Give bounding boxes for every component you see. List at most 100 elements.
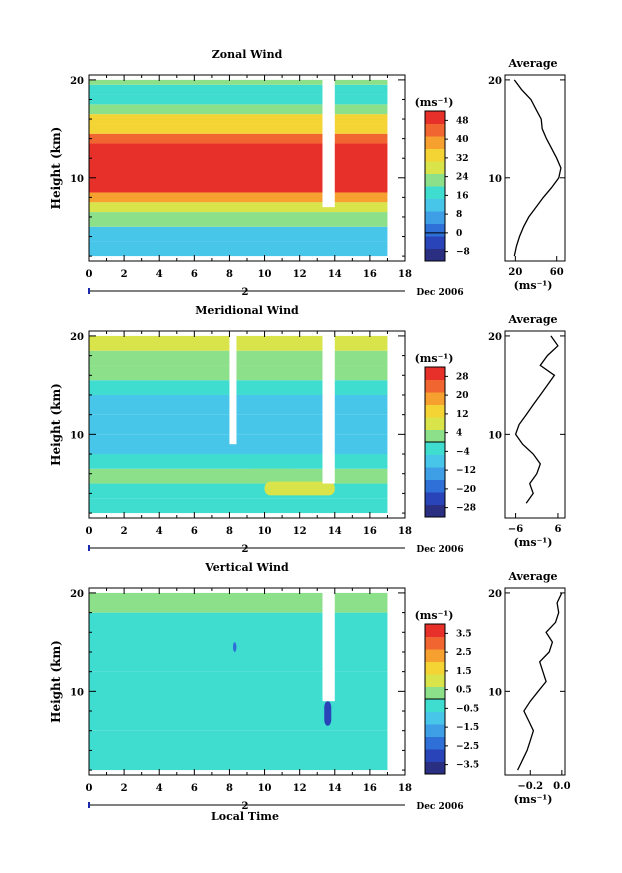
colorbar-segment [425, 404, 445, 418]
colorbar-segment [425, 442, 445, 455]
average-y-tick-label: 20 [488, 332, 502, 343]
average-y-tick-label: 20 [488, 76, 502, 87]
heatmap-layer [89, 350, 388, 366]
average-frame [504, 330, 566, 519]
x-tick-label: 8 [226, 526, 233, 537]
average-x-tick-label: 6 [554, 524, 561, 535]
x-tick-label: 6 [191, 269, 198, 280]
heatmap-layer [89, 241, 388, 257]
heatmap-layer [89, 143, 388, 193]
heatmap-layer [89, 671, 388, 731]
colorbar-segment [425, 429, 445, 443]
colorbar-tick-label: 24 [456, 173, 469, 183]
heatmap-patch [324, 701, 332, 726]
colorbar-segment [425, 504, 445, 518]
heatmap-layer [89, 730, 388, 771]
colorbar-segment [425, 454, 445, 468]
x-tick-label: 10 [258, 783, 272, 794]
heatmap-layer [89, 592, 388, 613]
y-tick-label: 10 [70, 430, 84, 441]
x-tick-label: 6 [191, 783, 198, 794]
colorbar-segment [425, 136, 445, 149]
colorbar-tick-label: 32 [456, 154, 469, 164]
x-tick-label: 10 [258, 526, 272, 537]
heatmap-layer [89, 226, 388, 242]
heatmap [89, 592, 388, 771]
heatmap-layer [89, 483, 388, 499]
average-x-tick-label: −0.2 [517, 781, 543, 792]
heatmap-layer [89, 212, 388, 227]
colorbar-segment [425, 711, 445, 725]
x-tick-label: 6 [191, 526, 198, 537]
colorbar-segment [425, 186, 445, 199]
x-tick-label: 16 [363, 269, 377, 280]
heatmap [89, 335, 388, 514]
y-axis-label: Height (km) [49, 640, 63, 723]
heatmap-layer [89, 123, 388, 134]
chart-panel-2: Meridional Wind 0 2 4 6 8 10 12 14 16 18 10 20 Height… [49, 304, 566, 555]
x-tick-label: 12 [293, 269, 307, 280]
average-title: Average [507, 57, 557, 70]
y-axis-label: Height (km) [49, 127, 63, 210]
colorbar-segment [425, 148, 445, 162]
chart-panel-3: Vertical Wind 0 2 4 6 8 10 12 14 16 18 10 20 Height (… [49, 561, 571, 823]
x-tick-label: 0 [86, 269, 93, 280]
y-tick-label: 20 [70, 76, 84, 87]
average-profile-line [513, 79, 562, 257]
average-frame [504, 587, 566, 776]
x-tick-label: 18 [398, 269, 412, 280]
heatmap-layer [89, 335, 388, 351]
y-tick-label: 20 [70, 332, 84, 343]
average-x-label: (ms⁻¹) [514, 536, 553, 549]
x-tick-label: 2 [121, 526, 128, 537]
colorbar-tick-label: 0 [456, 229, 462, 239]
colorbar-unit: (ms⁻¹) [415, 96, 454, 109]
x-tick-label: 8 [226, 783, 233, 794]
colorbar-segment [425, 736, 445, 750]
heatmap-patch [232, 642, 237, 652]
heatmap-layer [89, 365, 388, 381]
colorbar-frame [424, 110, 446, 262]
colorbar-tick-label: −4 [456, 447, 470, 457]
colorbar-tick-label: 40 [456, 135, 469, 145]
day-marker: 2 [242, 801, 249, 812]
colorbar-segment [425, 686, 445, 700]
heatmap-layer [89, 133, 388, 144]
colorbar-segment [425, 636, 445, 650]
heatmap-layer [89, 192, 388, 203]
x-tick-label: 16 [363, 526, 377, 537]
average-profile-line [514, 335, 559, 504]
y-tick-label: 10 [70, 687, 84, 698]
x-tick-label: 8 [226, 269, 233, 280]
x-tick-label: 14 [328, 783, 342, 794]
colorbar-segment [425, 761, 445, 775]
colorbar-segment [425, 392, 445, 405]
average-x-tick-label: 20 [508, 267, 522, 278]
colorbar-tick-label: 12 [456, 410, 469, 420]
heatmap-patch [247, 468, 300, 479]
heatmap-layer [89, 380, 388, 395]
x-tick-label: 2 [121, 269, 128, 280]
colorbar-tick-label: 48 [456, 116, 469, 126]
colorbar-tick-label: −20 [456, 485, 476, 495]
x-tick-label: 0 [86, 783, 93, 794]
average-y-tick-label: 10 [488, 174, 502, 185]
colorbar-segment [425, 248, 445, 262]
x-tick-label: 4 [156, 269, 163, 280]
colorbar-segment [425, 211, 445, 224]
colorbar-unit: (ms⁻¹) [415, 609, 454, 622]
heatmap [89, 79, 388, 257]
colorbar-segment [425, 123, 445, 137]
panel-title: Zonal Wind [212, 48, 283, 61]
colorbar-segment [425, 173, 445, 187]
panel-title: Meridional Wind [195, 304, 299, 317]
heatmap-layer [89, 394, 388, 415]
colorbar-tick-label: 4 [456, 429, 462, 439]
colorbar-segment [425, 661, 445, 675]
colorbar-segment [425, 624, 445, 637]
average-x-label: (ms⁻¹) [514, 793, 553, 806]
heatmap-layer [89, 434, 388, 455]
x-axis-label: Local Time [211, 810, 279, 823]
colorbar-segment [425, 379, 445, 393]
colorbar-segment [425, 161, 445, 174]
